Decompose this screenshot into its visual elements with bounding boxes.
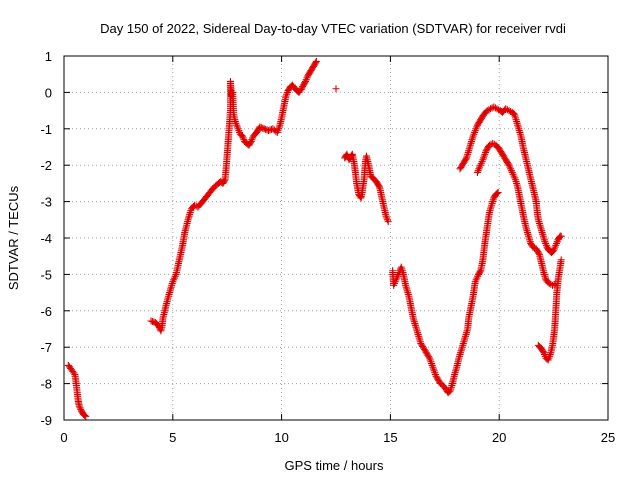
- data-point: [375, 182, 383, 190]
- data-point: [383, 214, 391, 222]
- data-point: [332, 85, 340, 93]
- y-tick-label: -1: [40, 122, 52, 137]
- data-point: [535, 249, 543, 257]
- data-point: [82, 412, 90, 420]
- data-point: [557, 232, 565, 240]
- data-point: [383, 216, 391, 224]
- y-tick-label: -3: [40, 195, 52, 210]
- y-tick-label: -6: [40, 304, 52, 319]
- data-point: [419, 342, 427, 350]
- chart-title: Day 150 of 2022, Sidereal Day-to-day VTE…: [100, 21, 566, 36]
- plot-frame: [63, 55, 609, 421]
- data-point: [301, 79, 309, 87]
- x-tick-label: 0: [60, 430, 67, 445]
- data-point: [298, 84, 306, 92]
- y-tick-label: -7: [40, 340, 52, 355]
- data-point: [422, 348, 430, 356]
- data-point: [256, 123, 264, 131]
- data-point: [70, 369, 78, 377]
- data-point: [423, 350, 431, 358]
- data-point: [419, 344, 427, 352]
- data-point: [265, 127, 273, 135]
- grid-lines: [64, 56, 608, 420]
- data-point: [297, 85, 305, 93]
- data-point: [257, 124, 265, 132]
- data-point: [424, 351, 432, 359]
- data-point: [246, 139, 254, 147]
- data-point: [260, 125, 268, 133]
- y-tick-label: 0: [45, 85, 52, 100]
- data-point: [421, 347, 429, 355]
- data-points: [64, 57, 565, 420]
- x-tick-label: 10: [274, 430, 288, 445]
- data-point: [312, 57, 320, 65]
- data-point: [434, 375, 442, 383]
- data-point: [267, 125, 275, 133]
- data-point: [462, 155, 470, 163]
- x-tick-label: 20: [492, 430, 506, 445]
- data-point: [418, 341, 426, 349]
- y-tick-label: -8: [40, 377, 52, 392]
- y-tick-label: 1: [45, 49, 52, 64]
- x-tick-label: 15: [383, 430, 397, 445]
- data-point: [539, 347, 547, 355]
- x-tick-label: 25: [601, 430, 615, 445]
- x-tick-label: 5: [169, 430, 176, 445]
- data-point: [435, 377, 443, 385]
- data-point: [417, 340, 425, 348]
- y-tick-label: -5: [40, 267, 52, 282]
- x-axis-label: GPS time / hours: [285, 458, 384, 473]
- data-point: [433, 374, 441, 382]
- data-point: [81, 411, 89, 419]
- data-point: [557, 256, 565, 264]
- data-point: [493, 189, 501, 197]
- data-point: [489, 139, 497, 147]
- data-point: [76, 404, 84, 412]
- y-tick-label: -9: [40, 413, 52, 428]
- y-tick-label: -2: [40, 158, 52, 173]
- data-point: [259, 124, 267, 132]
- y-axis-label: SDTVAR / TECUs: [6, 185, 21, 290]
- data-point: [476, 268, 484, 276]
- data-point: [494, 189, 502, 196]
- data-point: [75, 402, 83, 410]
- data-point: [425, 353, 433, 361]
- data-point: [384, 218, 392, 226]
- data-point: [432, 372, 440, 380]
- data-point: [220, 177, 228, 185]
- y-tick-label: -4: [40, 231, 52, 246]
- data-point: [420, 345, 428, 353]
- data-point: [504, 160, 512, 168]
- data-point: [312, 59, 320, 67]
- data-point: [486, 105, 494, 113]
